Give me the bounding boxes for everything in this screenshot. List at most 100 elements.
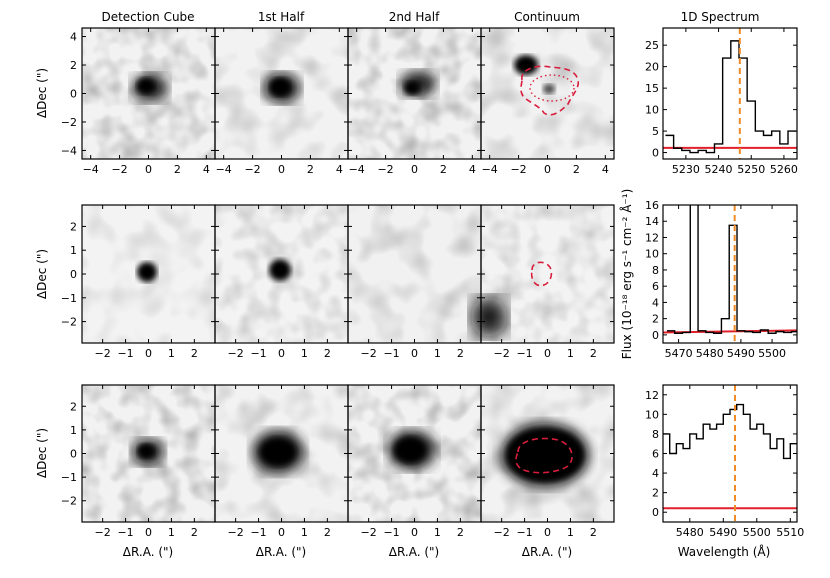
- y-tick-label: 10: [645, 248, 659, 261]
- spectrum-frame: [662, 204, 798, 344]
- y-tick-label: 6: [652, 448, 659, 461]
- x-tick-label: −2: [361, 347, 377, 360]
- x-tick-label: −4: [83, 163, 99, 176]
- y-tick-label: 2: [652, 487, 659, 500]
- y-tick-label: 0: [70, 88, 77, 101]
- x-tick-label: −2: [244, 163, 260, 176]
- y-tick-label: −1: [61, 292, 77, 305]
- x-tick-label: 0: [544, 347, 551, 360]
- x-tick-label: −2: [361, 526, 377, 539]
- y-tick-label: −2: [61, 495, 77, 508]
- panel-r2-1st-half: [215, 205, 348, 343]
- x-tick-label: 5480: [676, 526, 704, 539]
- x-tick-label: −2: [494, 347, 510, 360]
- x-tick-label: 1: [567, 347, 574, 360]
- x-tick-label: 4: [203, 163, 210, 176]
- flux-spectrum: [663, 403, 797, 460]
- x-tick-label: −2: [228, 347, 244, 360]
- image-row-2: [82, 205, 614, 343]
- x-tick-label: 0: [278, 347, 285, 360]
- x-tick-label: −2: [95, 526, 111, 539]
- y-tick-label: 2: [70, 220, 77, 233]
- x-tick-label: 1: [434, 347, 441, 360]
- title-1d-spectrum: 1D Spectrum: [681, 10, 760, 24]
- x-tick-label: 5500: [758, 347, 786, 360]
- x-tick-label: 5480: [696, 347, 724, 360]
- y-tick-label: 20: [645, 61, 659, 74]
- x-tick-label: 5260: [770, 163, 798, 176]
- x-tick-label: 1: [168, 347, 175, 360]
- y-tick-label: −4: [61, 144, 77, 157]
- ylabel-row-2: ΔDec ("): [35, 249, 49, 299]
- y-tick-label: 0: [70, 448, 77, 461]
- y-tick-label: 4: [70, 31, 77, 44]
- xlabel-col-3: ΔR.A. ("): [389, 545, 439, 559]
- panel-r3-continuum: [481, 385, 614, 522]
- y-tick-label: 0: [652, 506, 659, 519]
- panel-r2-2nd-half: [348, 205, 481, 343]
- y-tick-label: 8: [652, 428, 659, 441]
- x-tick-label: 2: [191, 526, 198, 539]
- x-tick-label: 5510: [776, 526, 804, 539]
- x-tick-label: −2: [95, 347, 111, 360]
- y-tick-label: 5: [652, 125, 659, 138]
- column-titles: Detection Cube 1st Half 2nd Half Continu…: [101, 10, 759, 24]
- x-tick-label: 0: [278, 526, 285, 539]
- x-tick-label: 1: [301, 347, 308, 360]
- ylabel-row-1: ΔDec ("): [35, 68, 49, 118]
- x-tick-label: −1: [516, 526, 532, 539]
- y-tick-label: 16: [645, 199, 659, 212]
- x-tick-label: 2: [573, 163, 580, 176]
- y-tick-label: 12: [645, 389, 659, 402]
- y-tick-label: 4: [652, 296, 659, 309]
- x-tick-label: −4: [482, 163, 498, 176]
- x-tick-label: 2: [440, 163, 447, 176]
- flux-spectrum: [666, 205, 797, 334]
- image-row-1: [82, 28, 614, 159]
- spectrum-xlabel: Wavelength (Å): [678, 544, 771, 559]
- y-tick-label: 6: [652, 280, 659, 293]
- x-tick-label: 2: [174, 163, 181, 176]
- y-tick-label: 12: [645, 231, 659, 244]
- image-axis-labels: ΔDec (") ΔDec (") ΔDec (") ΔR.A. (") ΔR.…: [35, 68, 572, 559]
- x-tick-label: 5250: [737, 163, 765, 176]
- x-tick-label: 0: [411, 163, 418, 176]
- x-tick-label: −1: [516, 347, 532, 360]
- contour-dashed: [530, 261, 553, 287]
- x-tick-label: 5470: [665, 347, 693, 360]
- contour-dotted: [529, 74, 575, 102]
- panel-r3-1st-half: [215, 385, 348, 522]
- xlabel-col-2: ΔR.A. ("): [256, 545, 306, 559]
- panel-r1-2nd-half: [348, 28, 481, 159]
- y-tick-label: −2: [61, 316, 77, 329]
- xlabel-col-1: ΔR.A. ("): [123, 545, 173, 559]
- x-tick-label: 1: [434, 526, 441, 539]
- x-tick-label: 4: [336, 163, 343, 176]
- image-axes: −4 −2 0 2 4 −4 −2 0 2 4 −4 −2 0 2 4 −4 −2 0 2 4 −4 −2 0 2 4 −2 −1 0…: [61, 27, 615, 539]
- y-tick-label: 25: [645, 39, 659, 52]
- x-tick-label: −4: [349, 163, 365, 176]
- spectrum-plot-3: [663, 385, 797, 522]
- x-tick-label: 5240: [705, 163, 733, 176]
- y-tick-label: 4: [652, 467, 659, 480]
- x-tick-label: −2: [510, 163, 526, 176]
- x-tick-label: −2: [111, 163, 127, 176]
- title-1st-half: 1st Half: [258, 10, 305, 24]
- spectrum-frame: [662, 384, 798, 523]
- x-tick-label: 2: [191, 347, 198, 360]
- y-tick-label: 14: [645, 215, 659, 228]
- x-tick-label: −4: [216, 163, 232, 176]
- ylabel-row-3: ΔDec ("): [35, 428, 49, 478]
- panel-r1-1st-half: [215, 28, 348, 159]
- y-tick-label: 2: [70, 400, 77, 413]
- y-tick-label: 8: [652, 264, 659, 277]
- y-tick-label: 1: [70, 244, 77, 257]
- x-tick-label: 0: [145, 526, 152, 539]
- title-detection-cube: Detection Cube: [101, 10, 194, 24]
- x-tick-label: −1: [117, 526, 133, 539]
- y-tick-label: 2: [70, 59, 77, 72]
- title-continuum: Continuum: [514, 10, 580, 24]
- title-2nd-half: 2nd Half: [389, 10, 440, 24]
- y-tick-label: 15: [645, 82, 659, 95]
- x-tick-label: 1: [301, 526, 308, 539]
